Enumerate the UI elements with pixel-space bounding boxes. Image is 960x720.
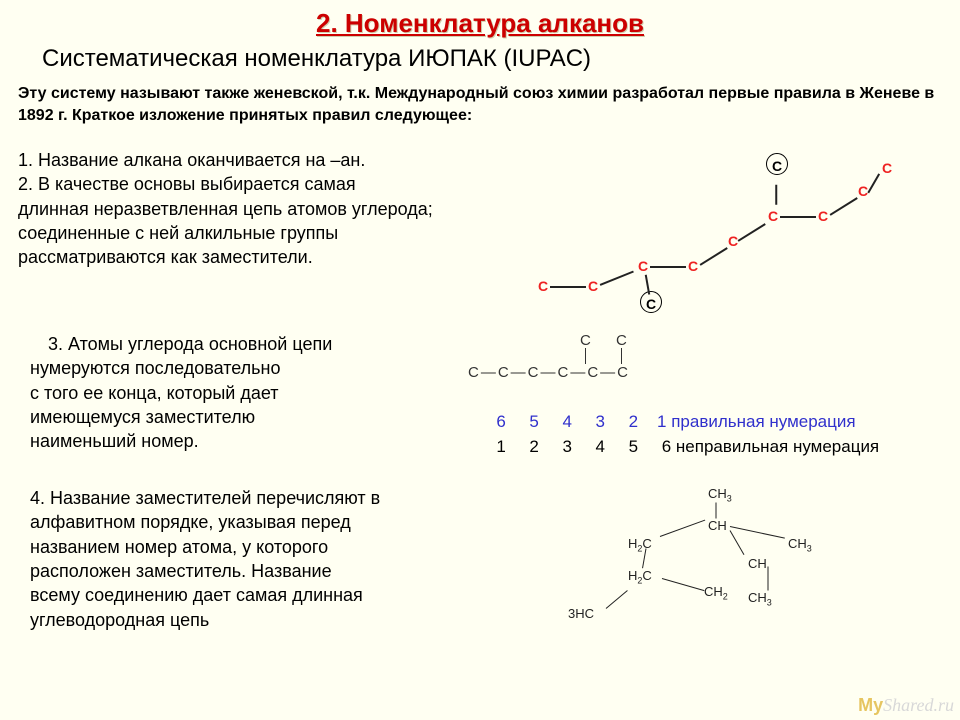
rule-1: 1. Название алкана оканчивается на –ан. [18, 148, 498, 172]
rule-4a: 4. Название заместителей перечисляют в [30, 486, 498, 510]
rule-2d: рассматриваются как заместители. [18, 245, 498, 269]
watermark: MyShared.ru [858, 695, 954, 716]
rule-2b: длинная неразветвленная цепь атомов угле… [18, 197, 498, 221]
structural-formula-diagram: CH3 CH CH3 H2C CH CH3 H2C CH2 3HC [498, 486, 942, 656]
rule-3-row: 3. Атомы углерода основной цепи нумеруют… [18, 332, 942, 472]
rule-3a: 3. Атомы углерода основной цепи [30, 332, 398, 356]
rule-4c: названием номер атома, у которого [30, 535, 498, 559]
rule-4b: алфавитном порядке, указывая перед [30, 510, 498, 534]
section-title: 2. Номенклатура алканов [18, 8, 942, 39]
rule-4d: расположен заместитель. Название [30, 559, 498, 583]
rule-4e: всему соединению дает самая длинная [30, 583, 498, 607]
watermark-right: Shared.ru [883, 695, 954, 715]
rule-4-text: 4. Название заместителей перечисляют в а… [18, 486, 498, 632]
rule-1-2-text: 1. Название алкана оканчивается на –ан. … [18, 148, 498, 269]
intro-paragraph: Эту систему называют также женевской, т.… [18, 83, 942, 126]
bot-six: 6 [662, 437, 671, 456]
numbered-chain-diagram: C C C—C—C—C—C—C 6 5 4 3 2 1 правильная н… [398, 332, 942, 472]
rule-2c: соединенные с ней алкильные группы [18, 221, 498, 245]
rule-3b: нумеруются последовательно [30, 356, 398, 380]
rule-3c: с того ее конца, который дает [30, 381, 398, 405]
rule-4f: углеводородная цепь [30, 608, 498, 632]
section-subtitle: Систематическая номенклатура ИЮПАК (IUPA… [42, 45, 942, 73]
rule-4-row: 4. Название заместителей перечисляют в а… [18, 486, 942, 656]
rule-3-text: 3. Атомы углерода основной цепи нумеруют… [18, 332, 398, 453]
bot-nums: 1 2 3 4 5 [496, 437, 638, 456]
watermark-left: My [858, 695, 883, 715]
rule-3d: имеющемуся заместителю [30, 405, 398, 429]
rule-3e: наименьший номер. [30, 429, 398, 453]
bot-label: неправильная нумерация [676, 437, 879, 456]
rule-2a: 2. В качестве основы выбирается самая [18, 172, 498, 196]
branched-chain-diagram: C C C C C C C C C C C [498, 148, 942, 318]
rule-1-2-row: 1. Название алкана оканчивается на –ан. … [18, 148, 942, 318]
